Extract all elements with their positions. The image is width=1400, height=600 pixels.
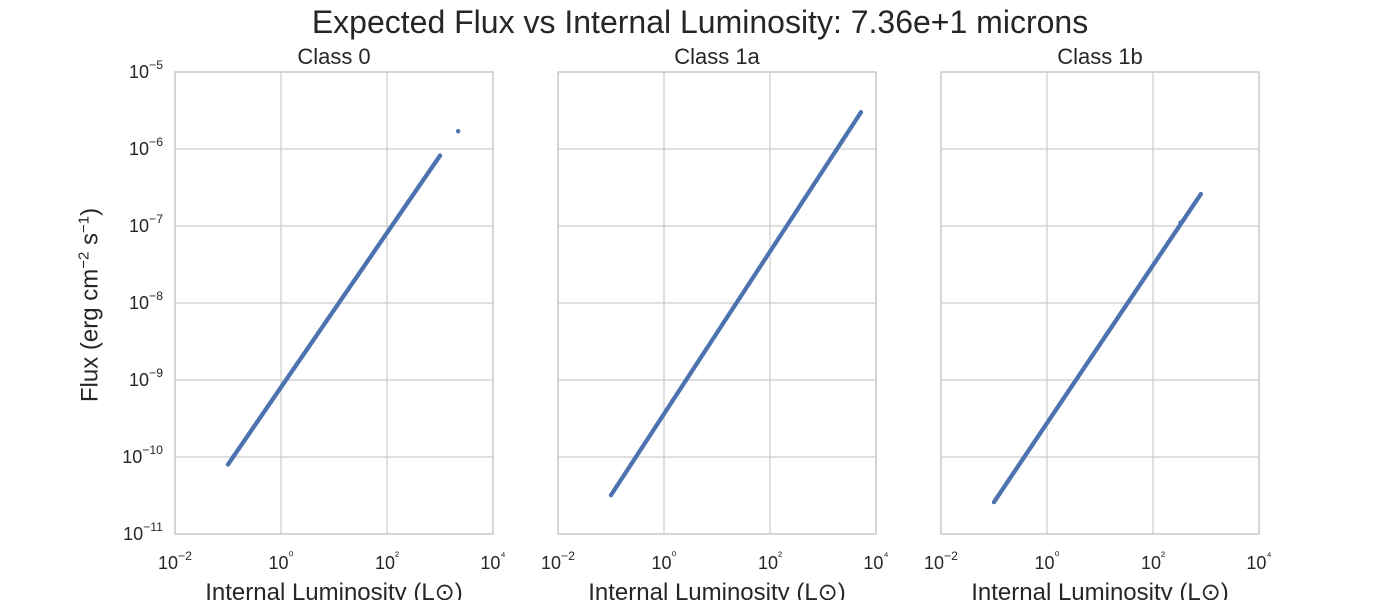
x-tick-label: 10⁴: [863, 549, 888, 573]
x-tick-label: 10⁰: [269, 549, 294, 573]
y-tick-label: 10−11: [123, 520, 163, 544]
y-tick-label: 10−5: [129, 58, 163, 82]
panel-title: Class 1b: [1057, 44, 1143, 69]
panel-1: Class 0 10−2 10⁰ 10² 10⁴ 10−11 10−10 10−9 10−8 10…: [122, 44, 505, 600]
x-tick-label: 10⁴: [480, 549, 505, 573]
panel-title: Class 1a: [674, 44, 760, 69]
x-tick-label: 10−2: [541, 549, 575, 573]
x-tick-label: 10⁰: [1035, 549, 1060, 573]
y-tick-label: 10−10: [122, 443, 163, 467]
x-tick-label: 10⁰: [652, 549, 677, 573]
panel-2: Class 1a 10−2 10⁰ 10² 10⁴ Internal Luminosity…: [541, 44, 889, 600]
x-tick-label: 10²: [758, 549, 782, 573]
data-point: [437, 153, 443, 158]
x-tick-label: 10²: [375, 549, 399, 573]
x-axis-label: Internal Luminosity (L⊙): [971, 579, 1229, 600]
panel-frame: [557, 71, 877, 535]
panel-frame: [174, 71, 494, 535]
x-axis-label: Internal Luminosity (L⊙): [205, 579, 463, 600]
panel-title: Class 0: [297, 44, 370, 69]
y-tick-label: 10−6: [129, 135, 163, 159]
x-tick-label: 10⁴: [1246, 549, 1271, 573]
panel-frame: [940, 71, 1260, 535]
y-tick-label: 10−7: [129, 212, 163, 236]
data-point: [1178, 220, 1183, 226]
y-tick-label: 10−8: [129, 289, 163, 313]
x-axis-label: Internal Luminosity (L⊙): [588, 579, 846, 600]
panel-3: Class 1b 10−2 10⁰ 10² 10⁴ Internal Luminosity…: [924, 44, 1272, 600]
data-point: [455, 129, 461, 134]
figure-title: Expected Flux vs Internal Luminosity: 7.…: [311, 4, 1089, 40]
data-point: [1198, 191, 1204, 197]
x-tick-label: 10²: [1141, 549, 1165, 573]
x-tick-label: 10−2: [924, 549, 958, 573]
data-point: [843, 133, 849, 138]
x-tick-label: 10−2: [158, 549, 192, 573]
y-tick-label: 10−9: [129, 366, 163, 390]
data-point: [858, 110, 864, 115]
